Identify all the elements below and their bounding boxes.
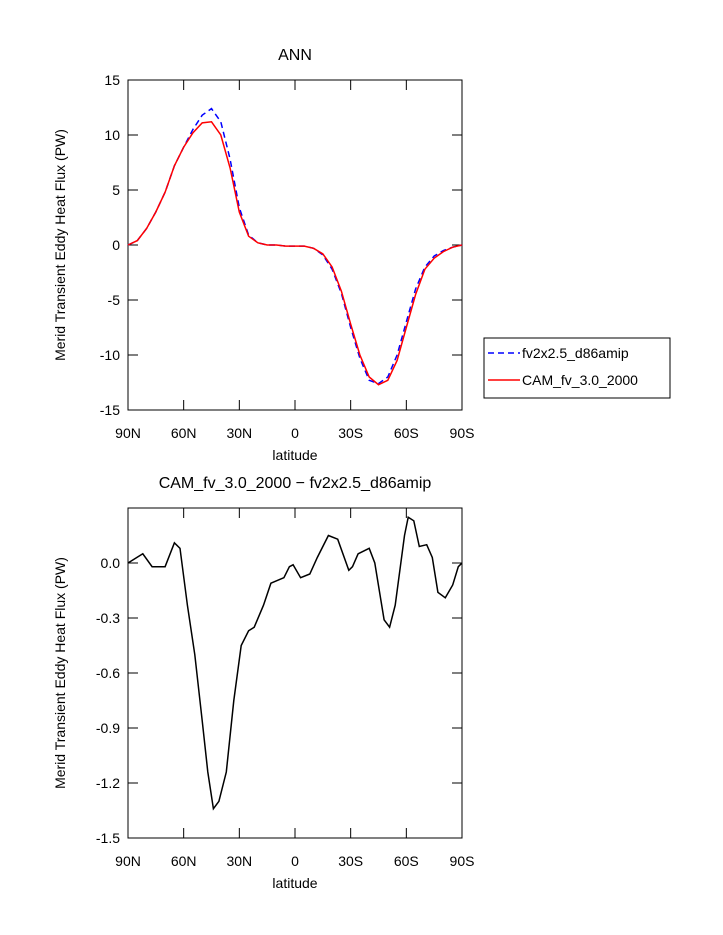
x-tick-label: 0 <box>291 853 299 869</box>
x-tick-label: 90N <box>115 425 141 441</box>
y-tick-label: 0.0 <box>101 555 121 571</box>
x-tick-label: 90S <box>450 425 475 441</box>
chart-title: CAM_fv_3.0_2000 − fv2x2.5_d86amip <box>159 475 432 492</box>
y-tick-label: 0 <box>112 237 120 253</box>
legend-label: fv2x2.5_d86amip <box>522 345 629 361</box>
plot-frame <box>127 507 463 839</box>
x-tick-label: 0 <box>291 425 299 441</box>
x-tick-label: 30N <box>226 425 252 441</box>
y-tick-label: 5 <box>112 182 120 198</box>
y-tick-label: -10 <box>100 347 120 363</box>
x-tick-label: 30S <box>338 425 363 441</box>
chart-title: ANN <box>278 47 312 64</box>
y-tick-label: -15 <box>100 402 120 418</box>
legend-label: CAM_fv_3.0_2000 <box>522 372 638 388</box>
x-axis-label: latitude <box>272 875 317 891</box>
x-axis-label: latitude <box>272 447 317 463</box>
legend-box <box>483 337 671 399</box>
x-tick-label: 90N <box>115 853 141 869</box>
y-axis-label: Merid Transient Eddy Heat Flux (PW) <box>52 129 68 361</box>
x-tick-label: 60N <box>171 853 197 869</box>
x-tick-label: 60N <box>171 425 197 441</box>
y-tick-label: -1.2 <box>96 775 120 791</box>
data-line <box>127 121 463 386</box>
plot-frame <box>127 79 463 411</box>
y-tick-label: -0.9 <box>96 720 120 736</box>
y-tick-label: -1.5 <box>96 830 120 846</box>
x-tick-label: 90S <box>450 853 475 869</box>
x-tick-label: 60S <box>394 853 419 869</box>
x-tick-label: 30N <box>226 853 252 869</box>
data-line <box>127 515 463 811</box>
x-tick-label: 60S <box>394 425 419 441</box>
y-tick-label: -0.6 <box>96 665 120 681</box>
x-tick-label: 30S <box>338 853 363 869</box>
y-tick-label: 15 <box>104 72 120 88</box>
y-tick-label: 10 <box>104 127 120 143</box>
y-tick-label: -5 <box>108 292 121 308</box>
y-tick-label: -0.3 <box>96 610 120 626</box>
y-axis-label: Merid Transient Eddy Heat Flux (PW) <box>52 557 68 789</box>
